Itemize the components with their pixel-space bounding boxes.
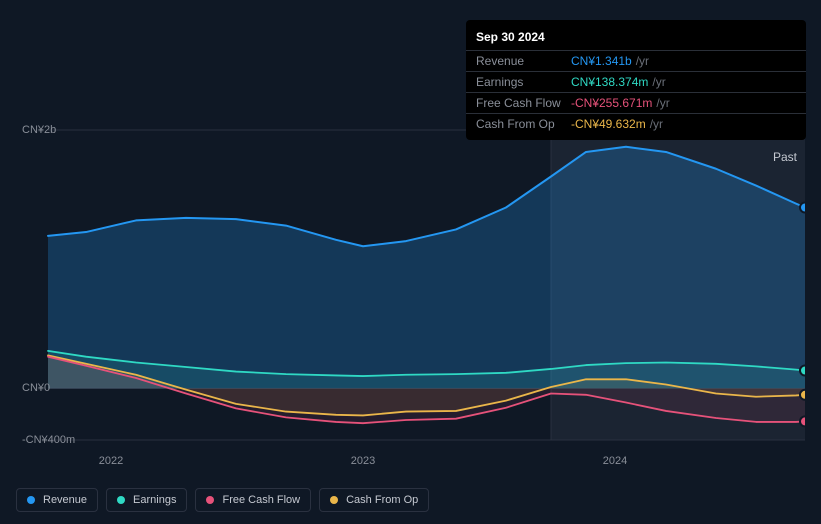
legend-item[interactable]: Earnings: [106, 488, 187, 512]
tooltip-row-unit: /yr: [650, 117, 663, 131]
legend-dot-icon: [27, 496, 35, 504]
x-axis-label: 2024: [603, 455, 627, 467]
legend-item[interactable]: Cash From Op: [319, 488, 429, 512]
tooltip-row-unit: /yr: [636, 54, 649, 68]
legend-dot-icon: [206, 496, 214, 504]
tooltip-row-unit: /yr: [652, 75, 665, 89]
tooltip-row: Cash From Op-CN¥49.632m/yr: [466, 114, 806, 134]
tooltip-row-value: -CN¥49.632m: [571, 117, 646, 131]
y-axis-label: CN¥2b: [22, 124, 56, 136]
tooltip-row: EarningsCN¥138.374m/yr: [466, 72, 806, 93]
y-axis-label: -CN¥400m: [22, 434, 75, 446]
tooltip-row-label: Earnings: [476, 75, 571, 89]
past-label: Past: [773, 150, 797, 164]
legend-label: Earnings: [133, 494, 176, 506]
legend: Revenue Earnings Free Cash Flow Cash From O…: [16, 488, 429, 512]
legend-item[interactable]: Revenue: [16, 488, 98, 512]
tooltip-date: Sep 30 2024: [466, 26, 806, 51]
financials-chart[interactable]: Past CN¥2bCN¥0-CN¥400m202220232024: [16, 120, 805, 450]
legend-dot-icon: [117, 496, 125, 504]
tooltip-row: RevenueCN¥1.341b/yr: [466, 51, 806, 72]
legend-label: Cash From Op: [346, 494, 418, 506]
tooltip-row-unit: /yr: [656, 96, 669, 110]
tooltip-row-label: Cash From Op: [476, 117, 571, 131]
y-axis-label: CN¥0: [22, 382, 50, 394]
tooltip-row: Free Cash Flow-CN¥255.671m/yr: [466, 93, 806, 114]
tooltip-row-label: Free Cash Flow: [476, 96, 571, 110]
legend-dot-icon: [330, 496, 338, 504]
chart-tooltip: Sep 30 2024 RevenueCN¥1.341b/yrEarningsC…: [466, 20, 806, 140]
x-axis-label: 2023: [351, 455, 375, 467]
tooltip-row-label: Revenue: [476, 54, 571, 68]
x-axis-label: 2022: [99, 455, 123, 467]
tooltip-row-value: CN¥1.341b: [571, 54, 632, 68]
legend-label: Free Cash Flow: [222, 494, 300, 506]
chart-canvas: [16, 120, 805, 450]
tooltip-row-value: CN¥138.374m: [571, 75, 648, 89]
legend-item[interactable]: Free Cash Flow: [195, 488, 311, 512]
tooltip-row-value: -CN¥255.671m: [571, 96, 652, 110]
legend-label: Revenue: [43, 494, 87, 506]
